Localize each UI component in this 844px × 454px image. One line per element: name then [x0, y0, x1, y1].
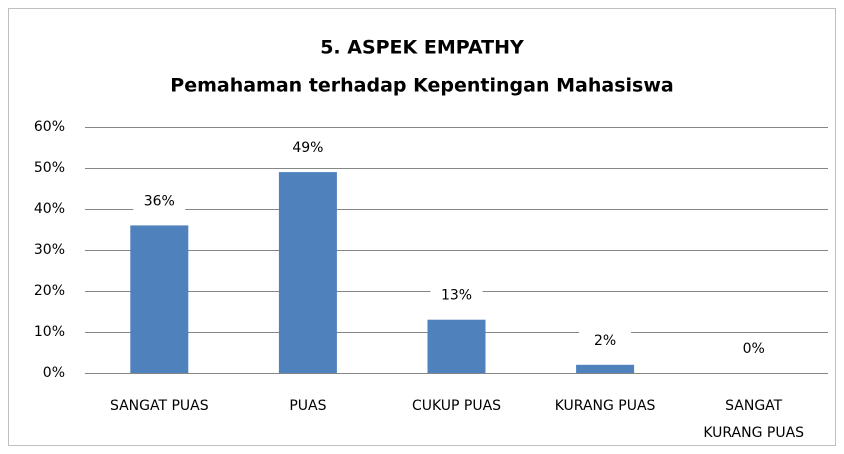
chart-title: 5. ASPEK EMPATHY	[320, 37, 524, 59]
data-label-bg	[133, 190, 186, 213]
bar	[427, 319, 486, 373]
data-label: 49%	[292, 140, 323, 156]
bar	[130, 225, 189, 373]
x-tick-label: PUAS	[289, 398, 326, 414]
bar	[278, 172, 337, 373]
x-tick-label: KURANG PUAS	[555, 398, 656, 414]
x-tick-label-line: SANGAT	[725, 398, 783, 414]
data-label: 13%	[441, 288, 472, 304]
y-tick-label: 0%	[43, 365, 65, 381]
y-tick-label: 10%	[34, 324, 65, 340]
y-tick-label: 30%	[34, 242, 65, 258]
x-tick-label: SANGAT KURANG PUAS	[703, 398, 804, 441]
x-tick-label: CUKUP PUAS	[412, 398, 501, 414]
x-tick-label-line: KURANG PUAS	[703, 425, 804, 441]
y-tick-label: 20%	[34, 283, 65, 299]
data-label-bg	[579, 329, 632, 352]
x-tick-label: SANGAT PUAS	[110, 398, 209, 414]
data-label: 36%	[144, 193, 175, 209]
data-label-bg	[727, 338, 780, 360]
y-tick-label: 40%	[34, 201, 65, 217]
y-tick-label: 50%	[34, 160, 65, 176]
bar	[576, 364, 635, 373]
data-label-bg	[430, 284, 483, 307]
data-label: 0%	[743, 341, 765, 357]
y-tick-label: 60%	[34, 119, 65, 135]
chart-subtitle: Pemahaman terhadap Kepentingan Mahasiswa	[170, 75, 673, 97]
data-label: 2%	[594, 333, 616, 349]
data-label-bg	[281, 137, 334, 160]
